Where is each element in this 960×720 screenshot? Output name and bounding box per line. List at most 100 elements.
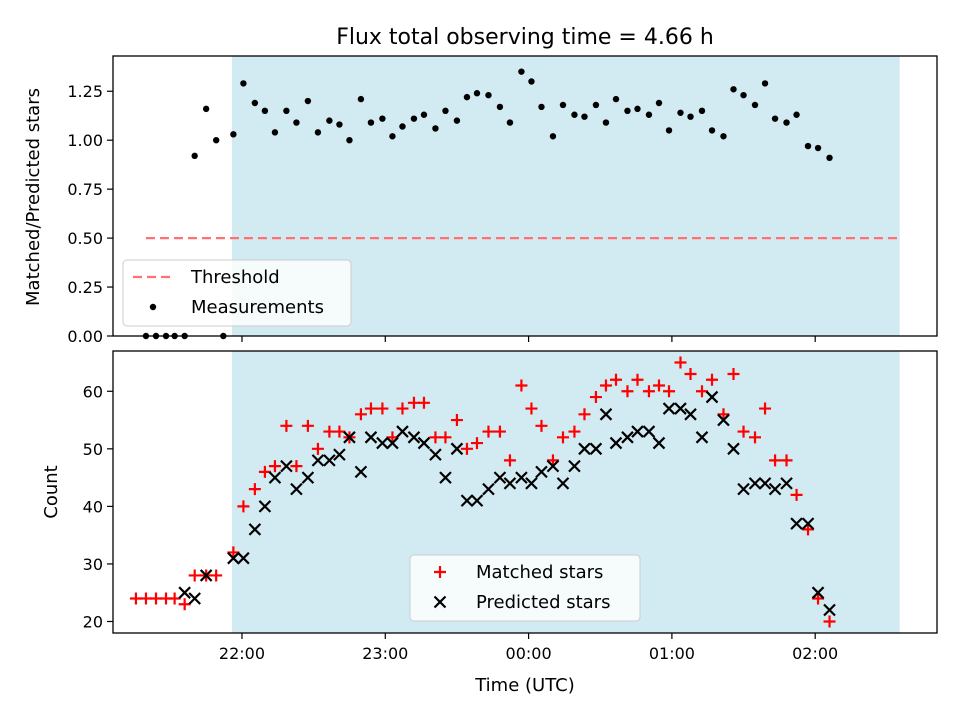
data-point: [642, 425, 656, 438]
data-point: [261, 107, 269, 115]
data-point: [354, 408, 367, 421]
data-point: [589, 442, 603, 456]
legend-measurements-swatch: [149, 303, 157, 311]
data-point: [311, 442, 324, 455]
x-tick-label: 23:00: [362, 644, 408, 663]
data-point: [525, 477, 538, 490]
data-point: [814, 144, 822, 152]
data-point: [304, 97, 312, 105]
data-point: [417, 396, 430, 409]
data-point: [311, 454, 325, 467]
data-point: [621, 385, 634, 398]
data-point: [399, 123, 406, 130]
x-tick-label: 00:00: [506, 644, 552, 663]
data-point: [599, 379, 612, 392]
data-point: [549, 133, 557, 140]
data-point: [705, 390, 719, 404]
data-point: [684, 368, 697, 381]
data-point: [783, 119, 790, 126]
data-point: [429, 431, 442, 444]
series-measurements: [142, 68, 833, 340]
data-point: [674, 402, 687, 415]
legend-box: [122, 259, 352, 327]
data-point: [280, 459, 293, 473]
data-point: [528, 78, 535, 85]
data-point: [129, 592, 142, 605]
data-point: [812, 592, 825, 605]
data-point: [432, 125, 439, 132]
data-point: [376, 402, 389, 415]
data-point: [346, 136, 353, 144]
data-point: [470, 494, 484, 507]
data-point: [771, 115, 779, 122]
data-point: [473, 90, 481, 97]
data-point: [453, 117, 461, 124]
data-point: [258, 465, 271, 478]
data-point: [609, 373, 622, 386]
axes-frame: [112, 55, 938, 337]
data-point: [333, 425, 346, 438]
data-point: [518, 68, 525, 75]
data-point: [695, 385, 708, 398]
data-point: [652, 379, 665, 392]
data-point: [665, 127, 673, 134]
data-point: [493, 471, 507, 484]
legend-series-label: Predicted stars: [476, 592, 610, 613]
data-point: [293, 119, 300, 126]
data-point: [751, 101, 759, 109]
data-point: [301, 419, 314, 432]
y-tick-label: 1.00: [67, 131, 103, 150]
data-point: [202, 105, 210, 113]
y-tick-label: 50: [83, 440, 103, 459]
data-point: [802, 523, 815, 536]
data-point: [737, 482, 750, 496]
ratio-panel: 0.00 0.25 0.50 0.75 1.00 1.25 Threshold Measure…: [67, 55, 938, 346]
data-point: [420, 111, 428, 118]
legend-measurements-label: Measurements: [191, 297, 324, 318]
data-point: [460, 442, 473, 455]
legend-series-label: Matched stars: [476, 562, 603, 583]
data-point: [811, 586, 825, 599]
data-point: [589, 391, 602, 404]
data-point: [568, 459, 581, 473]
data-point: [621, 431, 634, 444]
data-point: [645, 111, 653, 118]
data-point: [482, 482, 495, 496]
data-point: [237, 551, 250, 565]
data-point: [634, 105, 641, 113]
data-point: [556, 477, 570, 490]
data-point: [578, 442, 591, 456]
data-point: [503, 477, 517, 490]
data-point: [429, 448, 442, 461]
data-point: [642, 385, 655, 398]
data-point: [248, 483, 261, 496]
data-point: [386, 431, 399, 444]
data-point: [592, 101, 600, 109]
data-point: [602, 119, 610, 126]
chart-title: Flux total observing time = 4.66 h: [336, 25, 714, 50]
data-point: [251, 99, 259, 107]
count-y-axis-label: Count: [41, 465, 62, 518]
x-tick-label: 02:00: [792, 644, 838, 663]
data-point: [624, 107, 631, 115]
data-point: [720, 133, 727, 140]
data-point: [149, 592, 162, 605]
data-point: [790, 488, 803, 501]
data-point: [230, 131, 237, 138]
x-axis-label: Time (UTC): [474, 675, 575, 696]
data-point: [227, 546, 240, 559]
data-point: [357, 95, 365, 103]
data-point: [314, 129, 322, 136]
data-point: [493, 425, 506, 438]
data-point: [237, 500, 250, 513]
data-point: [188, 592, 201, 605]
y-tick-label: 1.25: [67, 82, 103, 101]
data-point: [290, 482, 303, 496]
data-point: [450, 442, 464, 456]
data-point: [804, 142, 812, 150]
data-point: [727, 442, 740, 456]
data-point: [677, 109, 684, 116]
data-point: [740, 91, 747, 99]
data-point: [482, 425, 495, 438]
